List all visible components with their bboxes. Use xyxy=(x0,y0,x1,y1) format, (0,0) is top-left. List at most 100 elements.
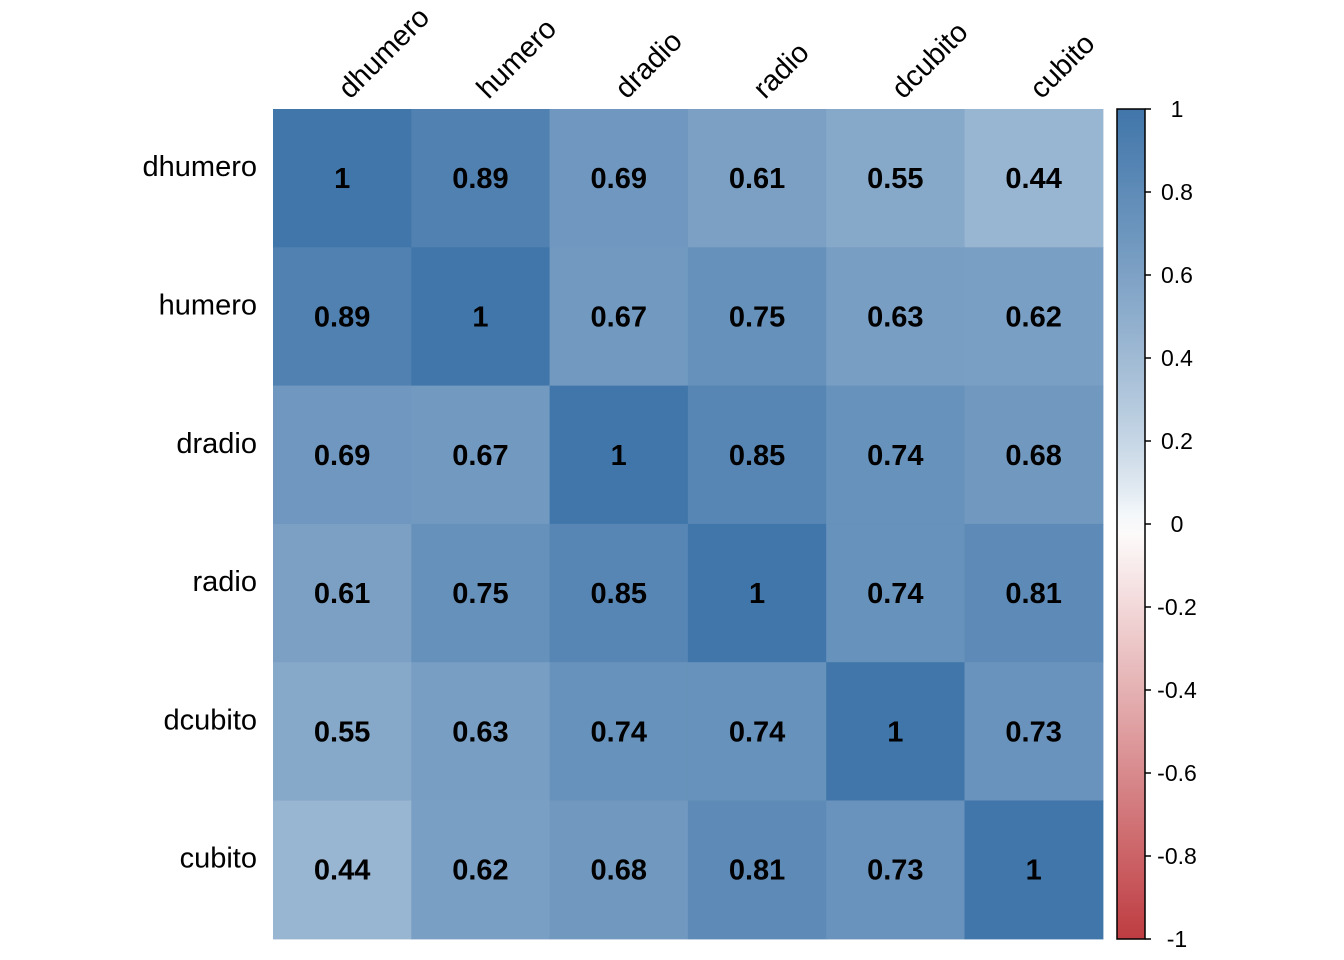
cell-value-radio-radio: 1 xyxy=(749,578,765,610)
heatmap-cell-cubito-radio xyxy=(687,800,827,940)
cell-value-dhumero-dradio: 0.69 xyxy=(591,163,647,195)
heatmap-cell-dhumero-dradio xyxy=(549,109,689,248)
row-labels: dhumero humero dradio radio dcubito cubito xyxy=(143,151,257,875)
cell-value-cubito-radio: 0.81 xyxy=(729,855,785,887)
cell-value-humero-dcubito: 0.63 xyxy=(867,301,923,333)
colorbar-legend: 1 0.8 0.6 0.4 0.2 0 -0.2 -0.4 -0.6 -0.8 -1 xyxy=(1116,96,1197,952)
column-label-radio: radio xyxy=(747,37,815,105)
heatmap-cell-cubito-humero xyxy=(411,800,551,940)
cell-value-dradio-radio: 0.85 xyxy=(729,440,785,472)
heatmap-cell-dradio-dradio xyxy=(549,385,689,525)
colorbar-tick-label: -1 xyxy=(1167,926,1187,952)
heatmap-cell-dcubito-cubito xyxy=(964,662,1104,802)
heatmap-cell-radio-humero xyxy=(411,523,551,663)
row-label-radio: radio xyxy=(193,566,258,598)
colorbar-tick-label: 0.2 xyxy=(1161,428,1193,454)
cell-value-cubito-dcubito: 0.73 xyxy=(867,855,923,887)
cell-value-dcubito-dhumero: 0.55 xyxy=(314,716,370,748)
heatmap-cell-dhumero-dhumero xyxy=(273,109,412,248)
heatmap-cell-cubito-dradio xyxy=(549,800,689,940)
heatmap-cell-dhumero-humero xyxy=(411,109,551,248)
heatmap-cell-dhumero-dcubito xyxy=(826,109,966,248)
heatmap-cell-dradio-dhumero xyxy=(273,385,412,525)
colorbar-tick-label: -0.2 xyxy=(1157,594,1197,620)
cell-value-dradio-dhumero: 0.69 xyxy=(314,440,370,472)
heatmap-cell-cubito-dhumero xyxy=(273,800,412,940)
heatmap-cell-radio-dradio xyxy=(549,523,689,663)
colorbar-tick-label: -0.6 xyxy=(1157,760,1197,786)
row-label-dcubito: dcubito xyxy=(163,704,257,736)
heatmap-cell-dradio-dcubito xyxy=(826,385,966,525)
column-labels: dhumero humero dradio radio dcubito cubito xyxy=(332,1,1101,105)
column-label-dcubito: dcubito xyxy=(886,16,975,105)
column-label-humero: humero xyxy=(471,13,563,105)
heatmap-cells xyxy=(273,109,1104,940)
cell-value-radio-dradio: 0.85 xyxy=(591,578,647,610)
heatmap-cell-dradio-radio xyxy=(687,385,827,525)
cell-value-dcubito-dcubito: 1 xyxy=(887,716,903,748)
cell-value-radio-cubito: 0.81 xyxy=(1005,578,1061,610)
heatmap-cell-dradio-humero xyxy=(411,385,551,525)
cell-value-cubito-dradio: 0.68 xyxy=(591,855,647,887)
cell-value-humero-humero: 1 xyxy=(472,301,488,333)
column-label-dradio: dradio xyxy=(609,25,689,105)
cell-value-dhumero-humero: 0.89 xyxy=(452,163,508,195)
heatmap-cell-dcubito-dcubito xyxy=(826,662,966,802)
colorbar-tick-label: 0.6 xyxy=(1161,262,1193,288)
cell-value-dhumero-radio: 0.61 xyxy=(729,163,785,195)
row-label-humero: humero xyxy=(159,289,257,321)
heatmap-cell-labels: 1 0.89 0.69 0.61 0.55 0.44 0.89 1 0.67 0.75 0.63 0.… xyxy=(314,163,1062,887)
column-label-cubito: cubito xyxy=(1024,28,1101,105)
heatmap-cell-radio-cubito xyxy=(964,523,1104,663)
cell-value-dradio-dcubito: 0.74 xyxy=(867,440,923,472)
heatmap-cell-humero-cubito xyxy=(964,247,1104,387)
colorbar-tick-label: 0.8 xyxy=(1161,179,1193,205)
heatmap-cell-radio-dhumero xyxy=(273,523,412,663)
heatmap-cell-humero-dcubito xyxy=(826,247,966,387)
heatmap-cell-dcubito-dhumero xyxy=(273,662,412,802)
heatmap-cell-dradio-cubito xyxy=(964,385,1104,525)
cell-value-radio-humero: 0.75 xyxy=(452,578,508,610)
cell-value-dradio-humero: 0.67 xyxy=(452,440,508,472)
cell-value-dcubito-radio: 0.74 xyxy=(729,716,785,748)
cell-value-dcubito-humero: 0.63 xyxy=(452,716,508,748)
heatmap-cell-dcubito-humero xyxy=(411,662,551,802)
row-label-cubito: cubito xyxy=(180,843,257,875)
cell-value-humero-radio: 0.75 xyxy=(729,301,785,333)
colorbar-tick-label: -0.4 xyxy=(1157,677,1197,703)
heatmap-cell-dhumero-cubito xyxy=(964,109,1104,248)
cell-value-radio-dhumero: 0.61 xyxy=(314,578,370,610)
colorbar-tick-label: 0 xyxy=(1171,511,1184,537)
colorbar xyxy=(1116,108,1146,940)
cell-value-dhumero-cubito: 0.44 xyxy=(1005,163,1061,195)
column-label-dhumero: dhumero xyxy=(332,1,436,105)
heatmap-cell-cubito-cubito xyxy=(964,800,1104,940)
heatmap-cell-radio-radio xyxy=(687,523,827,663)
heatmap-cell-humero-humero xyxy=(411,247,551,387)
cell-value-dcubito-cubito: 0.73 xyxy=(1005,716,1061,748)
cell-value-radio-dcubito: 0.74 xyxy=(867,578,923,610)
heatmap-cell-dcubito-dradio xyxy=(549,662,689,802)
row-label-dhumero: dhumero xyxy=(143,151,257,183)
cell-value-dcubito-dradio: 0.74 xyxy=(591,716,647,748)
heatmap-cell-dhumero-radio xyxy=(687,109,827,248)
cell-value-cubito-dhumero: 0.44 xyxy=(314,855,370,887)
heatmap-cell-radio-dcubito xyxy=(826,523,966,663)
heatmap-cell-dcubito-radio xyxy=(687,662,827,802)
cell-value-humero-dradio: 0.67 xyxy=(591,301,647,333)
cell-value-dradio-cubito: 0.68 xyxy=(1005,440,1061,472)
cell-value-dhumero-dcubito: 0.55 xyxy=(867,163,923,195)
cell-value-humero-cubito: 0.62 xyxy=(1005,301,1061,333)
heatmap-cell-humero-dhumero xyxy=(273,247,412,387)
cell-value-dradio-dradio: 1 xyxy=(611,440,627,472)
cell-value-humero-dhumero: 0.89 xyxy=(314,301,370,333)
colorbar-tick-label: 0.4 xyxy=(1161,345,1193,371)
colorbar-tick-label: -0.8 xyxy=(1157,843,1197,869)
heatmap-cell-humero-dradio xyxy=(549,247,689,387)
heatmap-cell-cubito-dcubito xyxy=(826,800,966,940)
cell-value-cubito-humero: 0.62 xyxy=(452,855,508,887)
heatmap-cell-humero-radio xyxy=(687,247,827,387)
row-label-dradio: dradio xyxy=(176,428,257,460)
cell-value-cubito-cubito: 1 xyxy=(1026,855,1042,887)
